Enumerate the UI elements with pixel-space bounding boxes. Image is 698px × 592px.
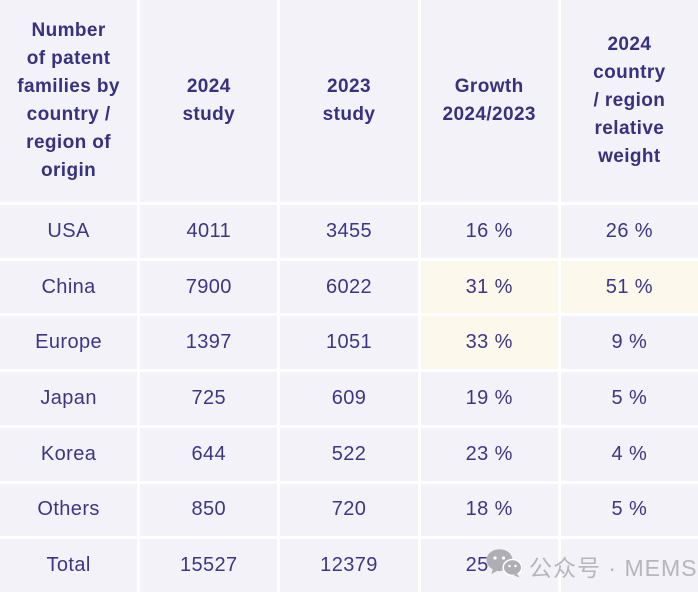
china-growth-cell: 31 % bbox=[420, 260, 558, 314]
japan-weight-cell: 5 % bbox=[560, 372, 698, 425]
china-2023-study-cell: 6022 bbox=[280, 260, 418, 314]
japan-2023-study-cell: 609 bbox=[280, 372, 418, 425]
china-region-cell: China bbox=[0, 260, 138, 314]
header-2024-study: 2024 study bbox=[140, 0, 278, 202]
others-2024-study-cell: 850 bbox=[140, 483, 278, 537]
japan-2024-study-cell: 725 bbox=[140, 372, 278, 425]
usa-2023-study-cell: 3455 bbox=[280, 205, 418, 258]
others-weight-cell: 5 % bbox=[560, 483, 698, 537]
total-growth-cell: 25 % bbox=[420, 539, 558, 592]
header-region-origin: Number of patent families by country / r… bbox=[0, 0, 138, 202]
korea-region-cell: Korea bbox=[0, 427, 138, 481]
others-growth-cell: 18 % bbox=[420, 483, 558, 537]
japan-growth-cell: 19 % bbox=[420, 372, 558, 425]
usa-region-cell: USA bbox=[0, 205, 138, 258]
europe-growth-cell: 33 % bbox=[420, 316, 558, 370]
others-region-cell: Others bbox=[0, 483, 138, 537]
usa-weight-cell: 26 % bbox=[560, 205, 698, 258]
korea-growth-cell: 23 % bbox=[420, 427, 558, 481]
korea-2023-study-cell: 522 bbox=[280, 427, 418, 481]
total-weight-cell bbox=[560, 539, 698, 592]
total-region-cell: Total bbox=[0, 539, 138, 592]
japan-region-cell: Japan bbox=[0, 372, 138, 425]
europe-weight-cell: 9 % bbox=[560, 316, 698, 370]
usa-growth-cell: 16 % bbox=[420, 205, 558, 258]
korea-weight-cell: 4 % bbox=[560, 427, 698, 481]
europe-2024-study-cell: 1397 bbox=[140, 316, 278, 370]
china-2024-study-cell: 7900 bbox=[140, 260, 278, 314]
usa-2024-study-cell: 4011 bbox=[140, 205, 278, 258]
total-2024-study-cell: 15527 bbox=[140, 539, 278, 592]
header-2023-study: 2023 study bbox=[280, 0, 418, 202]
total-2023-study-cell: 12379 bbox=[280, 539, 418, 592]
china-weight-cell: 51 % bbox=[560, 260, 698, 314]
others-2023-study-cell: 720 bbox=[280, 483, 418, 537]
europe-region-cell: Europe bbox=[0, 316, 138, 370]
europe-2023-study-cell: 1051 bbox=[280, 316, 418, 370]
header-growth: Growth 2024/2023 bbox=[420, 0, 558, 202]
header-relative-weight: 2024 country / region relative weight bbox=[560, 0, 698, 202]
korea-2024-study-cell: 644 bbox=[140, 427, 278, 481]
